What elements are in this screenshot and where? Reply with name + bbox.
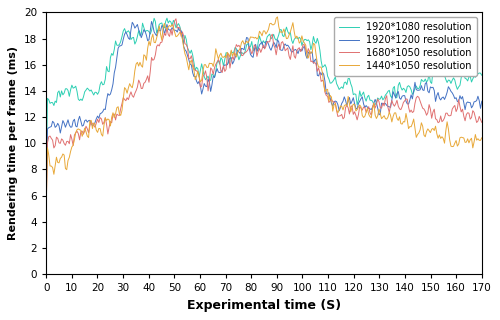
- Line: 1920*1200 resolution: 1920*1200 resolution: [46, 21, 482, 202]
- 1440*1050 resolution: [43, 208, 49, 212]
- 1440*1050 resolution: [392, 111, 398, 115]
- 1680*1050 resolution: [402, 99, 407, 103]
- 1680*1050 resolution: [106, 125, 112, 129]
- 1440*1050 resolution: [479, 136, 485, 140]
- 1920*1200 resolution: [106, 93, 112, 97]
- 1680*1050 resolution: [424, 113, 430, 117]
- 1680*1050 resolution: [173, 17, 179, 21]
- 1680*1050 resolution: [122, 98, 128, 101]
- Line: 1920*1080 resolution: 1920*1080 resolution: [46, 18, 482, 184]
- 1920*1200 resolution: [424, 80, 430, 84]
- 1920*1080 resolution: [43, 182, 49, 186]
- Legend: 1920*1080 resolution, 1920*1200 resolution, 1680*1050 resolution, 1440*1050 reso: 1920*1080 resolution, 1920*1200 resoluti…: [334, 17, 477, 76]
- 1440*1050 resolution: [308, 51, 314, 55]
- 1920*1080 resolution: [424, 80, 430, 84]
- 1920*1080 resolution: [392, 96, 398, 100]
- 1920*1080 resolution: [479, 73, 485, 77]
- 1920*1080 resolution: [164, 16, 170, 20]
- 1920*1200 resolution: [43, 200, 49, 204]
- 1440*1050 resolution: [122, 86, 128, 90]
- 1680*1050 resolution: [479, 120, 485, 124]
- 1440*1050 resolution: [402, 120, 407, 124]
- 1440*1050 resolution: [106, 118, 112, 122]
- Y-axis label: Rendering time per frame (ms): Rendering time per frame (ms): [8, 46, 18, 240]
- Line: 1440*1050 resolution: 1440*1050 resolution: [46, 17, 482, 210]
- 1920*1200 resolution: [392, 96, 398, 100]
- 1920*1200 resolution: [148, 20, 154, 23]
- X-axis label: Experimental time (S): Experimental time (S): [187, 299, 341, 312]
- 1920*1080 resolution: [402, 87, 407, 91]
- 1680*1050 resolution: [43, 208, 49, 212]
- 1920*1200 resolution: [479, 99, 485, 103]
- 1680*1050 resolution: [392, 102, 398, 106]
- 1920*1200 resolution: [308, 51, 314, 55]
- 1440*1050 resolution: [424, 130, 430, 133]
- 1920*1080 resolution: [308, 48, 314, 52]
- 1920*1080 resolution: [106, 70, 112, 74]
- Line: 1680*1050 resolution: 1680*1050 resolution: [46, 19, 482, 210]
- 1920*1200 resolution: [402, 94, 407, 98]
- 1920*1200 resolution: [122, 32, 128, 36]
- 1920*1080 resolution: [122, 27, 128, 30]
- 1680*1050 resolution: [308, 60, 314, 64]
- 1440*1050 resolution: [274, 15, 280, 19]
